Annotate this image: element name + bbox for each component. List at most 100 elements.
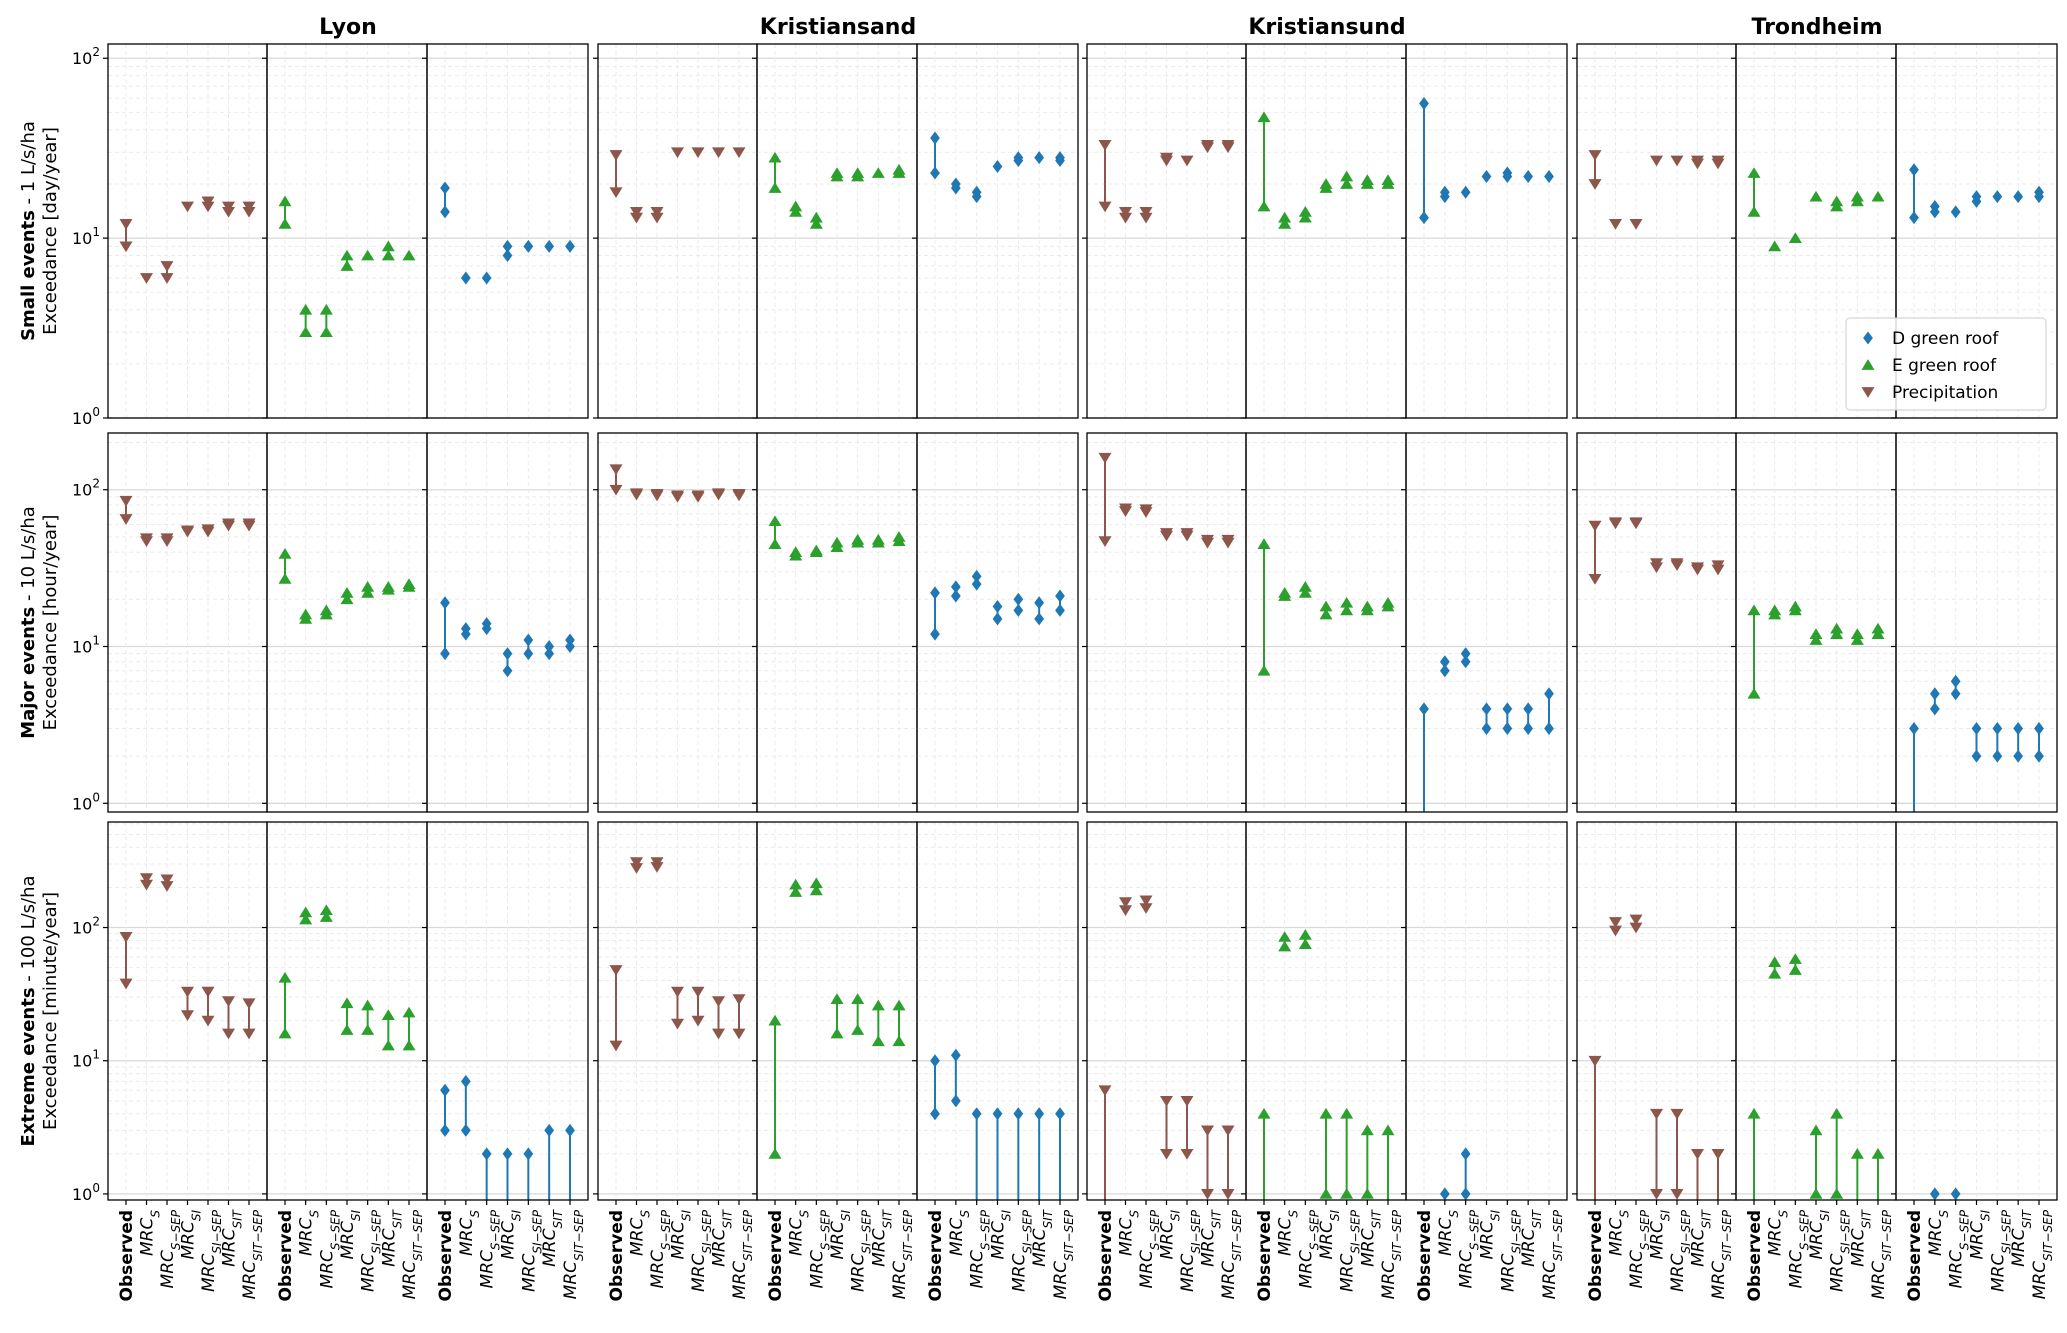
x-tick-sub: SI−SEP bbox=[1349, 1209, 1363, 1253]
x-tick-main: MRC bbox=[1766, 1218, 1786, 1256]
marker-precip bbox=[201, 1015, 215, 1027]
x-tick-sub: SIT−SEP bbox=[1230, 1209, 1244, 1261]
marker-egreen bbox=[1340, 604, 1354, 616]
marker-dgreen bbox=[565, 1123, 575, 1137]
x-tick-sub: SI bbox=[349, 1210, 363, 1222]
marker-egreen bbox=[789, 878, 803, 890]
marker-egreen bbox=[1298, 929, 1312, 940]
marker-precip bbox=[119, 219, 133, 230]
x-tick-label: MRCSI bbox=[499, 1210, 524, 1260]
marker-egreen bbox=[830, 1027, 844, 1039]
x-tick-label: MRCSIT−SEP bbox=[561, 1209, 586, 1299]
marker-egreen bbox=[1747, 604, 1761, 616]
marker-precip bbox=[181, 526, 194, 538]
marker-precip bbox=[1119, 897, 1132, 909]
legend-marker-dgreen bbox=[1863, 331, 1873, 345]
marker-precip bbox=[1098, 139, 1112, 151]
marker-precip bbox=[1650, 562, 1663, 574]
marker-egreen bbox=[1257, 538, 1271, 549]
marker-precip bbox=[1670, 155, 1684, 167]
panel-frame bbox=[426, 43, 589, 419]
marker-dgreen bbox=[1460, 1147, 1471, 1161]
x-tick-sub: SIT−SEP bbox=[411, 1209, 425, 1261]
x-tick-main: MRC bbox=[1709, 1261, 1729, 1299]
legend-marker-precip bbox=[1861, 387, 1875, 398]
x-tick-main: MRC bbox=[1317, 1221, 1337, 1259]
x-tick-sub: S−SEP bbox=[169, 1209, 183, 1250]
row-label-rest: - 10 L/s/ha bbox=[18, 506, 39, 607]
marker-egreen bbox=[402, 249, 416, 261]
x-tick-main: MRC bbox=[400, 1261, 420, 1299]
marker-dgreen bbox=[950, 181, 961, 195]
marker-egreen bbox=[871, 536, 885, 548]
x-tick-label: Observed bbox=[1255, 1210, 1275, 1301]
marker-precip bbox=[181, 201, 194, 213]
marker-precip bbox=[201, 526, 215, 538]
panel-frame bbox=[916, 432, 1079, 813]
series-precip bbox=[1098, 452, 1235, 549]
x-tick-label: MRCSI bbox=[989, 1210, 1014, 1260]
panel-kristiansand-extreme-egreen: Observed MRCSMRCS−SEPMRCSIMRCSI−SEPMRCSIT… bbox=[752, 821, 918, 1301]
x-tick-main: MRC bbox=[1009, 1254, 1029, 1292]
row-label-rest: - 100 L/s/ha bbox=[18, 875, 39, 987]
marker-dgreen bbox=[1971, 194, 1982, 208]
series-precip bbox=[1098, 139, 1235, 224]
x-tick-label: MRCSI bbox=[1807, 1210, 1832, 1260]
x-tick-label: MRCSIT bbox=[710, 1208, 735, 1267]
marker-precip bbox=[1670, 560, 1684, 572]
series-precip bbox=[609, 857, 746, 1052]
x-tick-sub: SI−SEP bbox=[1509, 1209, 1523, 1253]
x-tick-label: MRCS bbox=[947, 1210, 972, 1256]
marker-egreen bbox=[892, 167, 906, 178]
marker-dgreen bbox=[2034, 721, 2044, 735]
marker-dgreen bbox=[1013, 603, 1024, 617]
marker-precip bbox=[1670, 1108, 1684, 1120]
marker-dgreen bbox=[930, 627, 940, 641]
panel-kristiansund-major-dgreen bbox=[1401, 432, 1568, 813]
marker-egreen bbox=[1768, 956, 1782, 967]
marker-egreen bbox=[1278, 218, 1292, 229]
marker-dgreen bbox=[460, 1123, 471, 1137]
x-tick-sub: S bbox=[1128, 1210, 1142, 1218]
marker-dgreen bbox=[1460, 1187, 1471, 1200]
x-tick-label: Observed bbox=[436, 1210, 456, 1301]
x-tick-sub: SI−SEP bbox=[860, 1209, 874, 1253]
marker-egreen bbox=[361, 999, 375, 1011]
x-tick-main: MRC bbox=[1436, 1218, 1456, 1256]
marker-dgreen bbox=[950, 580, 961, 594]
x-tick-label: MRCSI bbox=[1478, 1210, 1503, 1260]
marker-precip bbox=[1119, 212, 1132, 224]
marker-egreen bbox=[319, 904, 333, 916]
marker-dgreen bbox=[502, 1147, 513, 1161]
marker-precip bbox=[1629, 518, 1643, 530]
marker-dgreen bbox=[1460, 647, 1471, 661]
marker-egreen bbox=[1871, 190, 1885, 202]
x-tick-label: MRCS−SEP bbox=[807, 1209, 832, 1288]
marker-dgreen bbox=[523, 1147, 534, 1161]
x-tick-sub: S bbox=[1777, 1210, 1791, 1218]
x-tick-sub: S−SEP bbox=[489, 1209, 503, 1250]
panel-kristiansund-small-egreen bbox=[1241, 43, 1407, 419]
marker-egreen bbox=[768, 538, 782, 549]
marker-egreen bbox=[340, 249, 354, 261]
marker-precip bbox=[1098, 1085, 1112, 1097]
marker-dgreen bbox=[1013, 592, 1024, 606]
marker-precip bbox=[119, 241, 133, 253]
marker-precip bbox=[140, 873, 153, 884]
marker-egreen bbox=[1809, 190, 1823, 202]
x-tick-main: MRC bbox=[179, 1221, 199, 1259]
marker-egreen bbox=[1747, 1107, 1761, 1119]
x-tick-label: MRCS−SEP bbox=[1947, 1209, 1972, 1288]
panel-frame bbox=[916, 43, 1079, 419]
marker-precip bbox=[1160, 530, 1173, 542]
x-tick-main: MRC bbox=[1498, 1254, 1518, 1292]
marker-egreen bbox=[1257, 664, 1271, 676]
panel-kristiansund-major-precip bbox=[1082, 432, 1247, 813]
marker-egreen bbox=[1830, 628, 1844, 639]
x-tick-main: MRC bbox=[338, 1221, 358, 1259]
row-ylabel: Exceedance [hour/year] bbox=[40, 515, 61, 731]
panel-lyon-small-egreen bbox=[262, 43, 428, 419]
x-tick-sub: SIT bbox=[1210, 1208, 1224, 1228]
marker-precip bbox=[1629, 219, 1643, 230]
marker-precip bbox=[1201, 537, 1214, 549]
